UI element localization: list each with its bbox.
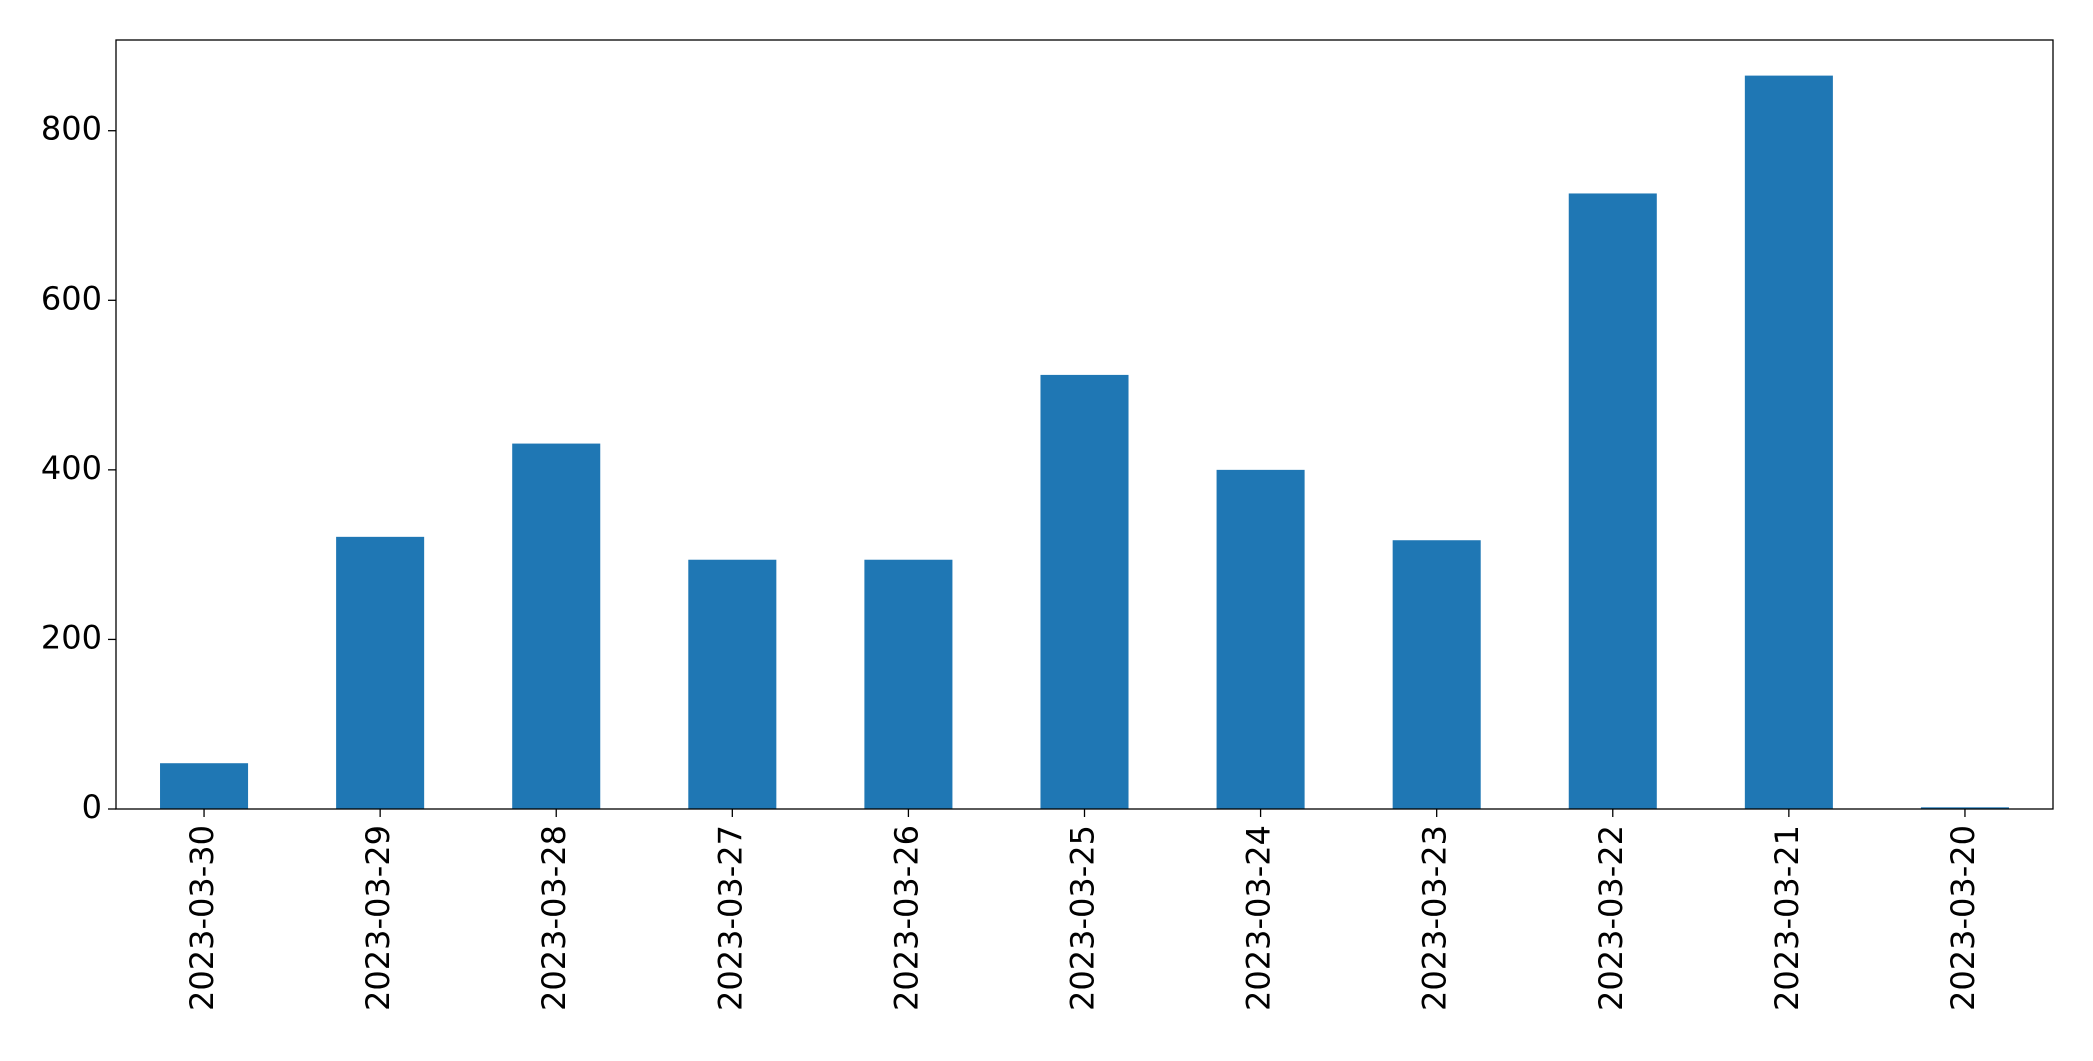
bar (336, 536, 425, 809)
x-tick-label: 2023-03-22 (1592, 825, 1630, 1011)
x-tick-label: 2023-03-30 (183, 825, 221, 1011)
x-tick-label: 2023-03-27 (711, 825, 749, 1011)
x-tick-label: 2023-03-26 (887, 825, 925, 1011)
x-tick-label: 2023-03-23 (1416, 825, 1454, 1011)
bar (1392, 540, 1481, 809)
bar (1568, 193, 1657, 809)
x-tick-label: 2023-03-21 (1768, 825, 1806, 1011)
bar (1744, 75, 1833, 810)
x-tick-label: 2023-03-29 (359, 825, 397, 1011)
y-tick-label: 600 (41, 279, 102, 317)
bar (512, 443, 601, 809)
x-tick-label: 2023-03-24 (1240, 825, 1278, 1011)
bar (688, 559, 777, 809)
x-tick-label: 2023-03-28 (535, 825, 573, 1011)
bar (1040, 374, 1129, 809)
y-tick-label: 0 (82, 788, 102, 826)
y-tick-label: 200 (41, 618, 102, 656)
bar (1216, 469, 1305, 809)
y-tick-label: 800 (41, 110, 102, 148)
bar (1920, 807, 2009, 809)
x-tick-label: 2023-03-25 (1064, 825, 1102, 1011)
bar (864, 559, 953, 809)
bar (160, 763, 249, 809)
x-tick-label: 2023-03-20 (1944, 825, 1982, 1011)
y-tick-label: 400 (41, 449, 102, 487)
